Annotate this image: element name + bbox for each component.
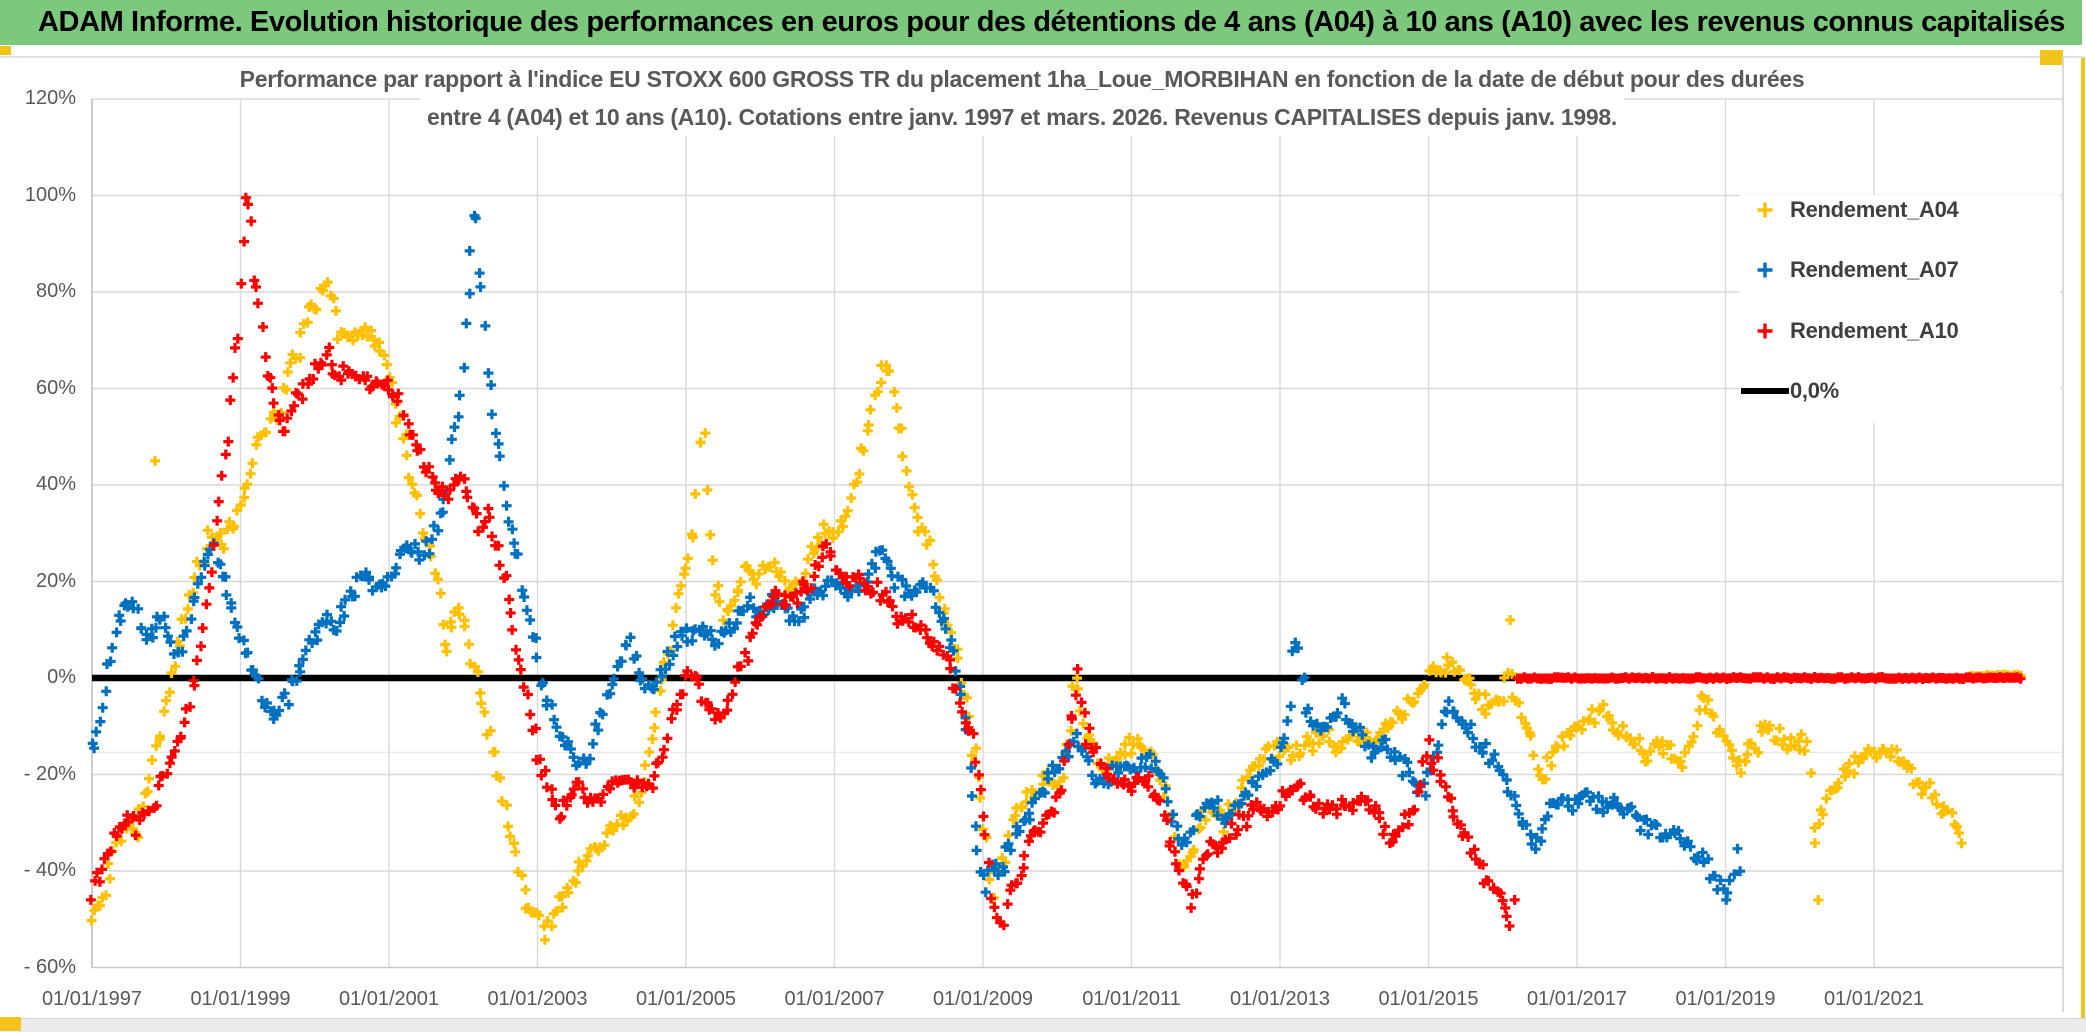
plus-marker-icon: [1740, 322, 1790, 340]
series-markers-Rendement_A10: [85, 192, 2026, 931]
legend-line-swatch-icon: [1740, 388, 1790, 394]
x-tick-label: 01/01/2017: [1526, 988, 1628, 1010]
legend-item-rendement-a10: Rendement_A10: [1740, 313, 1959, 349]
slide-top-divider: [0, 56, 2086, 58]
x-tick-label: 01/01/2013: [1229, 988, 1331, 1010]
y-tick-label: - 40%: [23, 859, 76, 881]
x-tick-label: 01/01/2011: [1082, 988, 1181, 1010]
y-tick-label: 100%: [24, 183, 76, 206]
x-tick-label: 01/01/2009: [932, 988, 1034, 1010]
chart-title-line1: Performance par rapport à l'indice EU ST…: [92, 60, 1952, 98]
legend-item-rendement-a04: Rendement_A04: [1740, 192, 1959, 228]
chart-title: Performance par rapport à l'indice EU ST…: [92, 60, 1952, 136]
x-tick-label: 01/01/1999: [190, 988, 291, 1010]
series-markers-Rendement_A07: [87, 210, 1746, 905]
yellow-accent-left: [0, 46, 11, 55]
y-tick-label: 60%: [35, 376, 76, 399]
x-tick-label: 01/01/2007: [784, 988, 885, 1010]
yellow-accent-bottom-left: [0, 1017, 21, 1031]
y-tick-label: 80%: [35, 280, 76, 302]
x-tick-label: 01/01/2005: [635, 988, 737, 1010]
x-tick-label: 01/01/2015: [1378, 988, 1479, 1010]
x-tick-label: 01/01/2019: [1675, 988, 1776, 1010]
yellow-accent-right-edge: [2081, 58, 2085, 1018]
yellow-accent-corner: [2040, 50, 2063, 65]
legend-item-rendement-a07: Rendement_A07: [1740, 252, 1959, 288]
x-tick-label: 01/01/2021: [1823, 988, 1925, 1010]
plus-marker-icon: [1740, 201, 1790, 219]
chart-title-line2: entre 4 (A04) et 10 ans (A10). Cotations…: [92, 98, 1952, 136]
y-tick-label: 20%: [35, 569, 76, 592]
report-title: ADAM Informe. Evolution historique des p…: [38, 6, 2065, 38]
y-tick-label: 0%: [47, 666, 76, 688]
legend-label: 0,0%: [1790, 378, 1839, 403]
legend-label: Rendement_A04: [1790, 197, 1959, 222]
chart-object-border: [2062, 57, 2064, 1012]
legend-label: Rendement_A07: [1790, 257, 1959, 282]
plus-marker-icon: [1740, 261, 1790, 279]
x-tick-label: 01/01/2001: [338, 988, 440, 1010]
legend-item-0-0-: 0,0%: [1740, 373, 1839, 409]
y-tick-label: - 60%: [23, 955, 76, 978]
slide-bottom-bar: [0, 1018, 2086, 1032]
y-tick-label: 40%: [35, 473, 76, 495]
y-tick-label: - 20%: [23, 762, 76, 785]
report-title-bar: ADAM Informe. Evolution historique des p…: [0, 0, 2082, 45]
x-tick-label: 01/01/2003: [487, 988, 588, 1010]
legend-label: Rendement_A10: [1790, 318, 1959, 343]
chart-legend: Rendement_A04 Rendement_A07 Rendement_A10 0…: [1740, 195, 2060, 423]
x-tick-label: 01/01/1997: [41, 988, 143, 1010]
y-tick-label: 120%: [24, 87, 76, 109]
